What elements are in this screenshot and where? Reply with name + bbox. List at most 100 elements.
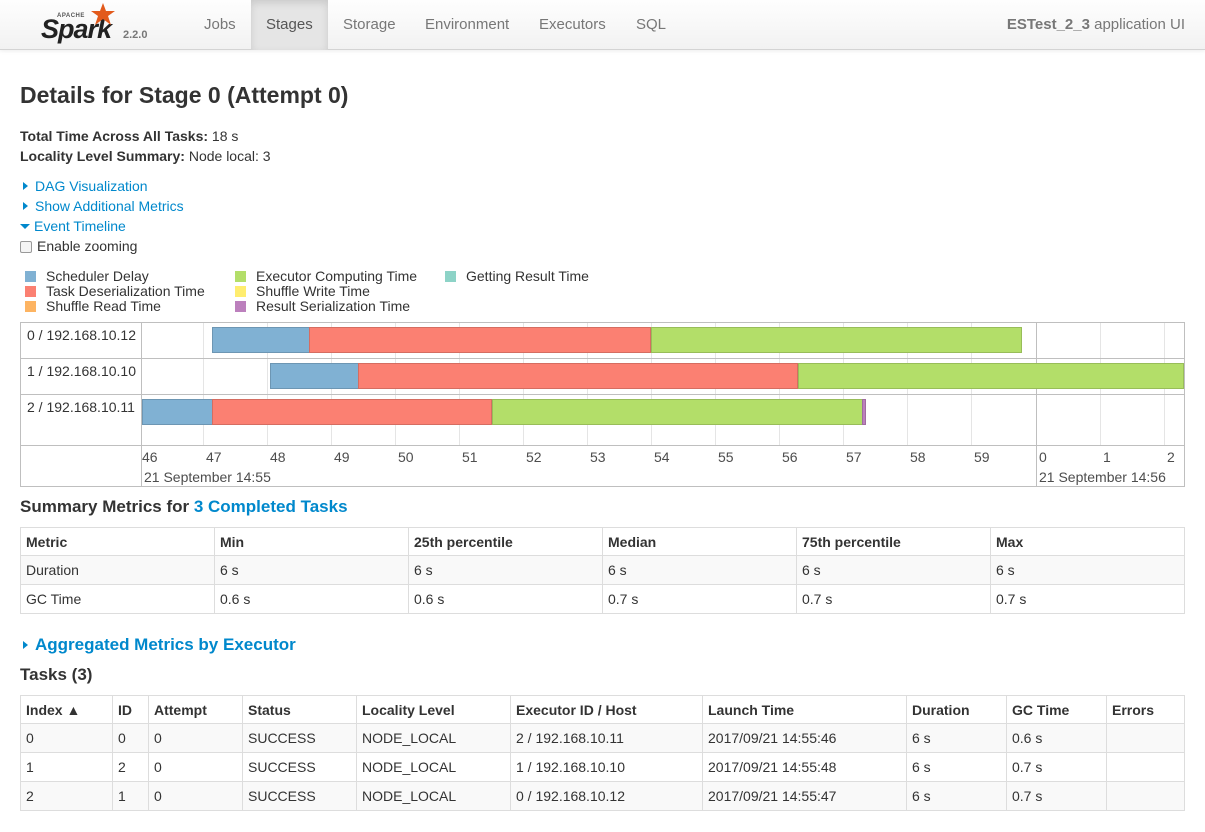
timeline-tick: 59 <box>974 449 990 465</box>
enable-zooming-label: Enable zooming <box>37 238 138 254</box>
legend-item: Executor Computing Time <box>235 268 417 284</box>
caret-right-icon <box>23 641 28 649</box>
summary-metrics-heading: Summary Metrics for 3 Completed Tasks <box>20 497 348 517</box>
table-cell: 6 s <box>408 555 603 585</box>
timeline-row-label: 0 / 192.168.10.12 <box>27 327 136 343</box>
legend-label: Shuffle Read Time <box>46 298 161 314</box>
bar-scheduler-delay[interactable] <box>142 399 213 425</box>
timeline-tick: 1 <box>1103 449 1111 465</box>
table-header[interactable]: Median <box>602 527 797 556</box>
table-header[interactable]: Attempt <box>148 695 243 724</box>
table-cell: 0 / 192.168.10.12 <box>510 781 703 811</box>
dag-visualization-toggle[interactable]: DAG Visualization <box>20 178 148 194</box>
timeline-row-labels: 0 / 192.168.10.12 1 / 192.168.10.10 2 / … <box>21 323 142 486</box>
timeline-tick: 47 <box>206 449 222 465</box>
legend-swatch <box>445 271 456 282</box>
summary-metrics-table: Metric Min 25th percentile Median 75th p… <box>20 527 1185 614</box>
table-cell: 0.6 s <box>214 584 409 614</box>
timeline-tick: 52 <box>526 449 542 465</box>
table-cell: 0.7 s <box>1006 752 1107 782</box>
event-timeline[interactable]: 0 / 192.168.10.12 1 / 192.168.10.10 2 / … <box>20 322 1185 487</box>
legend-item: Scheduler Delay <box>25 268 149 284</box>
table-header[interactable]: Errors <box>1106 695 1185 724</box>
table-row: 2 1 0 SUCCESS NODE_LOCAL 0 / 192.168.10.… <box>20 781 1185 811</box>
table-cell: GC Time <box>20 584 215 614</box>
timeline-row-label: 2 / 192.168.10.11 <box>27 399 135 415</box>
total-time-value: 18 s <box>208 128 239 144</box>
table-header[interactable]: 25th percentile <box>408 527 603 556</box>
aggregated-metrics-link[interactable]: Aggregated Metrics by Executor <box>35 635 296 654</box>
table-cell <box>1106 723 1185 753</box>
enable-zooming-checkbox[interactable] <box>20 241 32 253</box>
timeline-tick: 49 <box>334 449 350 465</box>
table-header[interactable]: Executor ID / Host <box>510 695 703 724</box>
table-cell: 0 <box>148 723 243 753</box>
legend-swatch <box>25 286 36 297</box>
aggregated-metrics-toggle[interactable]: Aggregated Metrics by Executor <box>20 635 296 655</box>
top-navbar: APACHE Spark 2.2.0 Jobs Stages Storage E… <box>0 0 1205 50</box>
bar-task-deserialization[interactable] <box>358 363 798 389</box>
table-cell: NODE_LOCAL <box>356 723 511 753</box>
table-header[interactable]: ID <box>112 695 149 724</box>
table-header[interactable]: Min <box>214 527 409 556</box>
table-cell: 0 <box>112 723 149 753</box>
tab-stages[interactable]: Stages <box>251 0 328 50</box>
table-header[interactable]: Metric <box>20 527 215 556</box>
legend-item: Shuffle Write Time <box>235 283 370 299</box>
table-cell: 0.6 s <box>408 584 603 614</box>
tab-sql[interactable]: SQL <box>636 16 667 33</box>
bar-scheduler-delay[interactable] <box>270 363 359 389</box>
table-cell: SUCCESS <box>242 752 357 782</box>
timeline-tick: 0 <box>1039 449 1047 465</box>
app-name: ESTest_2_3 <box>1006 16 1090 33</box>
timeline-tick: 2 <box>1167 449 1175 465</box>
table-row: 0 0 0 SUCCESS NODE_LOCAL 2 / 192.168.10.… <box>20 723 1185 753</box>
timeline-date-right: 21 September 14:56 <box>1039 469 1166 485</box>
tab-executors[interactable]: Executors <box>539 16 606 33</box>
table-header[interactable]: Duration <box>906 695 1007 724</box>
tab-environment[interactable]: Environment <box>425 16 510 33</box>
tab-storage[interactable]: Storage <box>343 16 396 33</box>
table-cell: 0 <box>148 752 243 782</box>
completed-tasks-link[interactable]: 3 Completed Tasks <box>193 497 348 516</box>
legend-label: Result Serialization Time <box>256 298 411 314</box>
enable-zooming-row: Enable zooming <box>20 238 137 254</box>
tab-jobs[interactable]: Jobs <box>204 16 236 33</box>
table-header[interactable]: 75th percentile <box>796 527 991 556</box>
table-cell: 0.7 s <box>990 584 1185 614</box>
bar-executor-computing[interactable] <box>492 399 863 425</box>
additional-metrics-toggle[interactable]: Show Additional Metrics <box>20 198 184 214</box>
legend-label: Executor Computing Time <box>256 268 418 284</box>
page-title: Details for Stage 0 (Attempt 0) <box>20 82 349 108</box>
table-header[interactable]: Launch Time <box>702 695 907 724</box>
table-cell: 2017/09/21 14:55:48 <box>702 752 907 782</box>
timeline-tick: 54 <box>654 449 670 465</box>
caret-right-icon <box>23 202 28 210</box>
table-cell: 2017/09/21 14:55:46 <box>702 723 907 753</box>
table-cell: 0.7 s <box>602 584 797 614</box>
app-title: ESTest_2_3 application UI <box>1007 0 1185 50</box>
event-timeline-label: Event Timeline <box>34 218 126 234</box>
legend-item: Result Serialization Time <box>235 298 410 314</box>
caret-right-icon <box>23 182 28 190</box>
bar-executor-computing[interactable] <box>651 327 1022 353</box>
bar-result-serialization[interactable] <box>862 399 866 425</box>
table-header[interactable]: Max <box>990 527 1185 556</box>
timeline-tick: 46 <box>142 449 158 465</box>
bar-task-deserialization[interactable] <box>212 399 492 425</box>
table-header-sortable[interactable]: Index ▲ <box>20 695 113 724</box>
table-header[interactable]: GC Time <box>1006 695 1107 724</box>
table-cell: 2 <box>20 781 113 811</box>
brand-apache-text: APACHE <box>57 13 85 19</box>
table-cell: 6 s <box>796 555 991 585</box>
bar-scheduler-delay[interactable] <box>212 327 310 353</box>
bar-task-deserialization[interactable] <box>309 327 651 353</box>
table-cell: 1 <box>112 781 149 811</box>
bar-executor-computing[interactable] <box>798 363 1184 389</box>
event-timeline-toggle[interactable]: Event Timeline <box>20 218 126 234</box>
table-header[interactable]: Locality Level <box>356 695 511 724</box>
locality-label: Locality Level Summary: <box>20 148 185 164</box>
table-cell: 6 s <box>906 723 1007 753</box>
spark-logo[interactable]: APACHE Spark 2.2.0 <box>40 2 160 48</box>
table-header[interactable]: Status <box>242 695 357 724</box>
